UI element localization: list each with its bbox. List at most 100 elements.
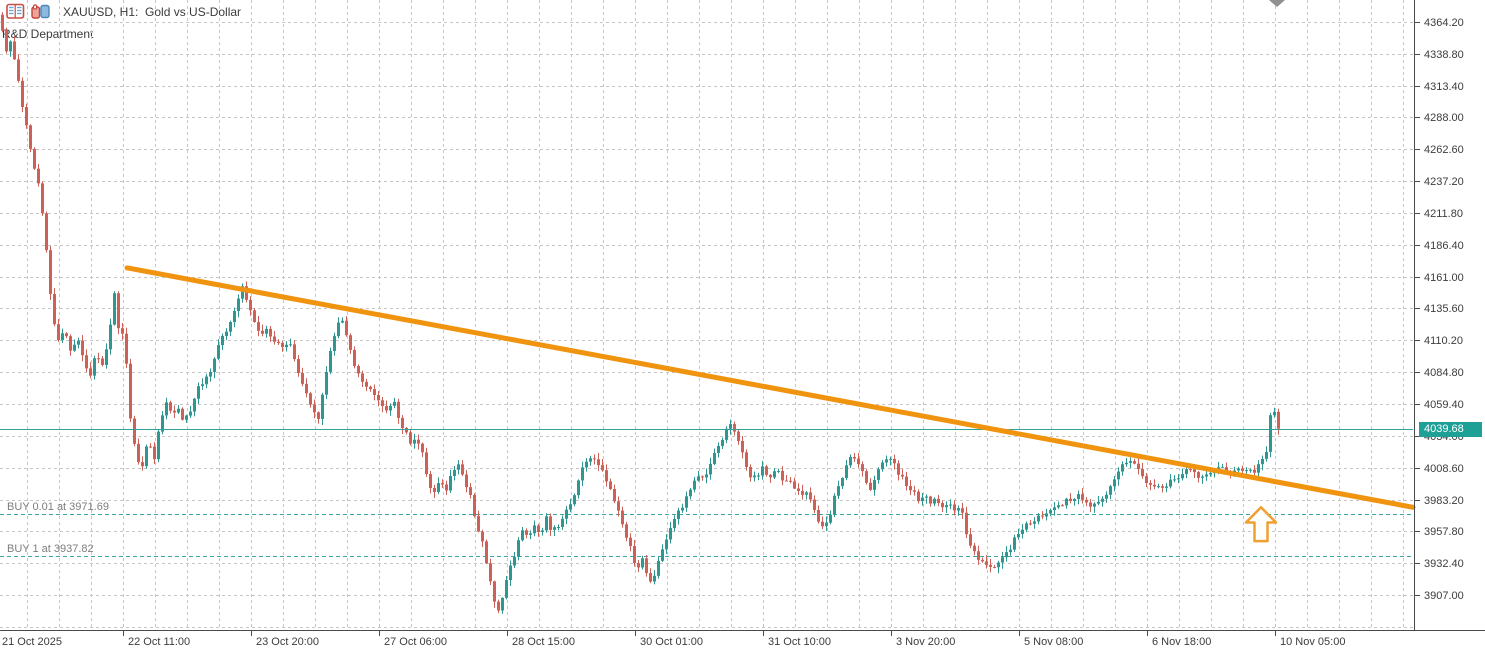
up-arrow-icon[interactable]: [1244, 506, 1278, 543]
candle-bull: [453, 469, 456, 476]
candle-bull: [697, 476, 700, 481]
candle-bear: [141, 462, 144, 467]
candle-bear: [977, 551, 980, 560]
candle-bull: [1073, 498, 1076, 501]
candle-bear: [385, 406, 388, 411]
candle-bear: [489, 563, 492, 582]
order-label-buy-0-01[interactable]: BUY 0.01 at 3971.69: [7, 500, 109, 513]
grid-lines: [0, 0, 1413, 630]
candle-bear: [1029, 523, 1032, 525]
candle-bear: [433, 488, 436, 493]
candle-bear: [149, 446, 152, 448]
order-lines[interactable]: [0, 514, 1413, 557]
one-click-trading-icon[interactable]: [31, 3, 50, 20]
candle-bear: [465, 474, 468, 488]
candle-bull: [189, 411, 192, 416]
candle-bear: [597, 459, 600, 466]
candle-bear: [21, 80, 24, 108]
candle-bull: [841, 478, 844, 487]
candle-bear: [1161, 486, 1164, 488]
candle-bear: [1189, 469, 1192, 471]
candle-bear: [365, 381, 368, 387]
candle-bear: [893, 458, 896, 464]
price-axis-label: 4135.60: [1424, 303, 1464, 315]
candle-bull: [1129, 461, 1132, 463]
candle-bear: [345, 320, 348, 336]
candle-bear: [69, 336, 72, 351]
up-arrow-marker[interactable]: [1244, 506, 1278, 543]
candle-bull: [1185, 469, 1188, 475]
candle-bull: [1025, 523, 1028, 530]
candle-bear: [929, 496, 932, 504]
candle-bull: [241, 286, 244, 299]
candle-bull: [949, 504, 952, 506]
chart-comment: R&D Department: [2, 27, 94, 41]
candle-bull: [1209, 472, 1212, 475]
candle-bull: [849, 456, 852, 466]
candle-bear: [601, 465, 604, 471]
price-axis-label: 4211.80: [1424, 208, 1463, 220]
candle-bear: [117, 293, 120, 329]
candle-bear: [789, 480, 792, 482]
candle-bull: [837, 486, 840, 496]
candle-bear: [353, 349, 356, 366]
candle-bear: [377, 394, 380, 401]
candle-bear: [737, 431, 740, 441]
candle-bull: [1009, 549, 1012, 553]
candle-bull: [673, 519, 676, 529]
candle-bull: [641, 558, 644, 568]
candle-bear: [401, 417, 404, 429]
chart-header: XAUUSD, H1: Gold vs US-Dollar: [6, 3, 241, 20]
candle-bear: [917, 491, 920, 502]
candle-bull: [833, 495, 836, 515]
candle-bull: [321, 394, 324, 419]
price-axis[interactable]: 4364.20 4338.80 4313.40 4288.00 4262.60 4237.…: [1414, 0, 1464, 630]
time-axis[interactable]: 21 Oct 2025 22 Oct 11:00 23 Oct 20:00 27 Oc…: [0, 630, 1485, 648]
candle-bear: [361, 373, 364, 382]
candle-bull: [233, 310, 236, 323]
candle-bear: [485, 541, 488, 564]
order-label-buy-1[interactable]: BUY 1 at 3937.82: [7, 542, 94, 555]
candle-bull: [1065, 498, 1068, 506]
candle-bear: [905, 476, 908, 487]
candle-bull: [109, 324, 112, 350]
candle-bull: [581, 467, 584, 481]
candle-bull: [997, 562, 1000, 568]
candle-bear: [473, 494, 476, 517]
candle-bull: [1273, 411, 1276, 416]
candle-bear: [1197, 472, 1200, 478]
price-axis-label: 4008.60: [1424, 463, 1464, 475]
candle-bull: [653, 575, 656, 582]
candle-bear: [29, 125, 32, 149]
candle-bear: [181, 408, 184, 420]
candle-bull: [709, 464, 712, 475]
descending-trendline[interactable]: [124, 265, 1416, 510]
candle-bull: [285, 344, 288, 348]
candle-bear: [797, 488, 800, 491]
candle-bear: [129, 363, 132, 419]
candle-bear: [745, 452, 748, 467]
candle-bear: [421, 443, 424, 453]
candle-bull: [341, 320, 344, 323]
candle-bull: [945, 505, 948, 508]
time-axis-label: 31 Oct 10:00: [768, 636, 831, 648]
candle-bull: [1169, 479, 1172, 487]
price-axis-label: 4059.40: [1424, 399, 1464, 411]
candle-bear: [5, 30, 8, 52]
candle-bull: [541, 530, 544, 532]
candle-bear: [137, 443, 140, 463]
candle-bear: [121, 328, 124, 334]
candle-bull: [1005, 552, 1008, 558]
candle-bull: [1265, 451, 1268, 459]
candlesticks: [1, 12, 1280, 614]
candle-bear: [1153, 484, 1156, 487]
trendline[interactable]: [124, 265, 1416, 510]
candle-bull: [1249, 469, 1252, 471]
candle-bear: [1253, 469, 1256, 473]
candle-bull: [685, 496, 688, 508]
candle-bull: [753, 475, 756, 478]
depth-of-market-icon[interactable]: [6, 3, 25, 20]
candle-bear: [81, 340, 84, 356]
candle-bull: [449, 475, 452, 491]
